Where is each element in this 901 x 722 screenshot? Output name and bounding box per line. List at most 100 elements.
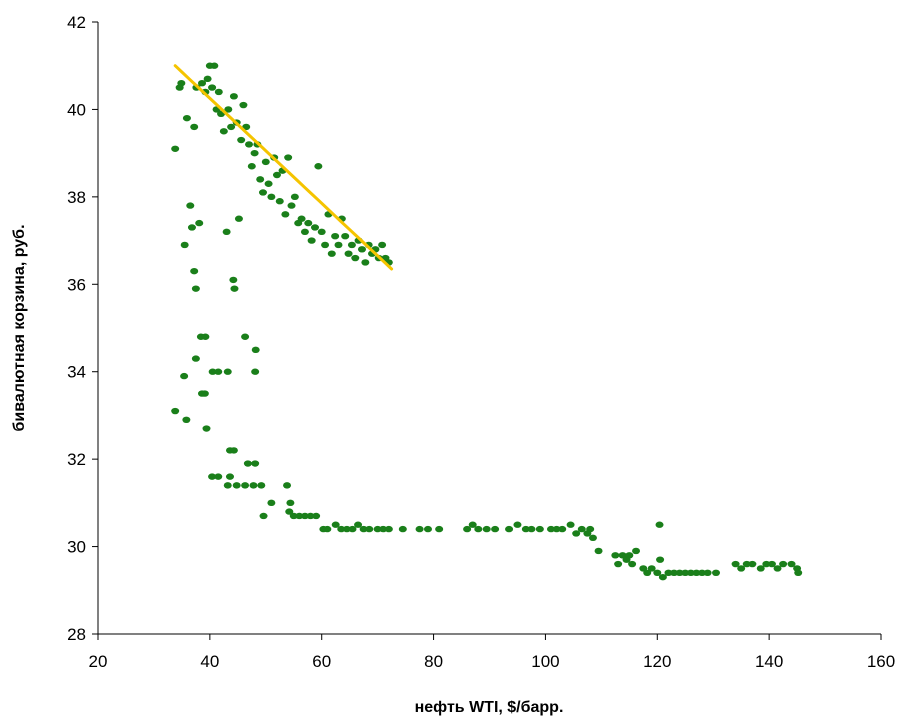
data-point [192, 285, 200, 291]
data-point [318, 229, 326, 235]
data-point [214, 473, 222, 479]
data-point [233, 482, 241, 488]
data-point [180, 373, 188, 379]
data-point [171, 408, 179, 414]
data-point [323, 526, 331, 532]
data-point [283, 482, 291, 488]
y-axis-title: бивалютная корзина, руб. [11, 224, 28, 431]
data-point [586, 526, 594, 532]
data-point [237, 137, 245, 143]
x-tick-label: 120 [643, 652, 671, 671]
data-point [177, 80, 185, 86]
x-tick-label: 140 [755, 652, 783, 671]
data-point [385, 526, 393, 532]
data-point [190, 268, 198, 274]
data-point [491, 526, 499, 532]
data-point [704, 570, 712, 576]
data-point [435, 526, 443, 532]
data-point [286, 500, 294, 506]
axes [98, 22, 881, 634]
data-point [201, 390, 209, 396]
data-point [291, 194, 299, 200]
data-point [424, 526, 432, 532]
data-point [259, 189, 267, 195]
y-tick-label: 36 [67, 275, 86, 294]
data-point [558, 526, 566, 532]
data-point [252, 347, 260, 353]
data-point [794, 570, 802, 576]
x-axis-title: нефть WTI, $/барр. [415, 699, 564, 716]
data-point [181, 242, 189, 248]
data-point [229, 277, 237, 283]
data-point [513, 522, 521, 528]
data-point [251, 150, 259, 156]
data-point [183, 115, 191, 121]
data-point [195, 220, 203, 226]
x-tick-label: 80 [424, 652, 443, 671]
y-tick-label: 28 [67, 625, 86, 644]
data-point [656, 556, 664, 562]
data-point [632, 548, 640, 554]
data-point [656, 522, 664, 528]
data-point [567, 522, 575, 528]
data-point [230, 285, 238, 291]
data-point [260, 513, 268, 519]
data-point [483, 526, 491, 532]
data-point [210, 63, 218, 69]
y-tick-label: 40 [67, 100, 86, 119]
x-tick-label: 60 [312, 652, 331, 671]
data-point [779, 561, 787, 567]
data-point [224, 369, 232, 375]
data-point [188, 224, 196, 230]
data-point [226, 473, 234, 479]
data-point [628, 561, 636, 567]
data-point [230, 447, 238, 453]
data-point [328, 250, 336, 256]
data-point [595, 548, 603, 554]
y-tick-label: 30 [67, 538, 86, 557]
data-point [748, 561, 756, 567]
data-point [527, 526, 535, 532]
data-point [611, 552, 619, 558]
data-point [399, 526, 407, 532]
data-point [378, 242, 386, 248]
data-point [186, 202, 194, 208]
y-tick-label: 32 [67, 450, 86, 469]
data-point [220, 128, 228, 134]
x-tick-label: 160 [867, 652, 895, 671]
data-point [192, 355, 200, 361]
data-point [265, 181, 273, 187]
data-point [267, 500, 275, 506]
data-point [281, 211, 289, 217]
data-point [235, 216, 243, 222]
data-point [288, 202, 296, 208]
y-tick-label: 38 [67, 188, 86, 207]
data-point [416, 526, 424, 532]
data-point [301, 229, 309, 235]
data-point [361, 259, 369, 265]
data-point [298, 216, 306, 222]
data-point [331, 233, 339, 239]
data-point [312, 513, 320, 519]
data-point [251, 369, 259, 375]
data-point [348, 242, 356, 248]
data-point [215, 89, 223, 95]
data-point [308, 237, 316, 243]
data-point [203, 425, 211, 431]
data-point [474, 526, 482, 532]
data-point [251, 460, 259, 466]
data-point [267, 194, 275, 200]
data-point [341, 233, 349, 239]
ticks: 20 40 60 80 100 120 140 160 28 30 32 34 36 38 40 42 [67, 13, 895, 671]
data-point [239, 102, 247, 108]
data-point [712, 570, 720, 576]
data-point [223, 229, 231, 235]
data-point [257, 482, 265, 488]
data-point [241, 482, 249, 488]
data-point [190, 124, 198, 130]
data-point [505, 526, 513, 532]
data-point [201, 334, 209, 340]
data-point [244, 460, 252, 466]
data-point [204, 76, 212, 82]
